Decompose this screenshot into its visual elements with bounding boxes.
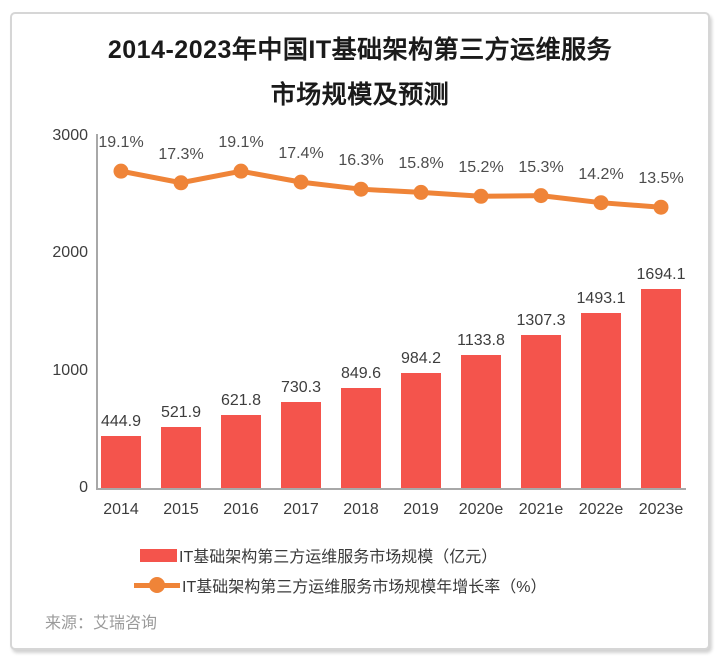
x-axis-line — [96, 488, 686, 490]
x-axis-label-2021e: 2021e — [518, 501, 564, 518]
bar-value-label-2015: 521.9 — [160, 403, 202, 421]
growth-rate-label-2023e: 13.5% — [638, 170, 684, 188]
x-axis-label-2022e: 2022e — [578, 501, 624, 518]
bar-2020e — [461, 355, 501, 488]
line-swatch-dot — [149, 577, 165, 593]
data-point-2017 — [293, 174, 309, 190]
bar-value-label-2020e: 1133.8 — [457, 332, 505, 349]
bar-value-label-2014: 444.9 — [100, 412, 142, 430]
source-attribution: 来源：艾瑞咨询 — [45, 615, 158, 632]
data-point-2018 — [353, 181, 369, 197]
bar-value-label-2016: 621.8 — [220, 392, 262, 410]
y-axis-tick-label: 3000 — [52, 127, 88, 145]
chart-title-line1: 2014-2023年中国IT基础架构第三方运维服务 — [107, 36, 613, 64]
legend-item-market-size: IT基础架构第三方运维服务市场规模（亿元） — [140, 545, 498, 566]
legend-item-growth-rate: IT基础架构第三方运维服务市场规模年增长率（%） — [134, 575, 547, 596]
bar-series-swatch — [140, 548, 177, 562]
chart-title: 2014-2023年中国IT基础架构第三方运维服务 市场规模及预测 — [12, 28, 708, 118]
data-point-2019 — [413, 184, 429, 200]
data-point-2014 — [113, 163, 129, 179]
bar-2018 — [341, 388, 381, 488]
chart-card: 2014-2023年中国IT基础架构第三方运维服务 市场规模及预测 0 1000 2… — [10, 12, 710, 650]
bar-value-label-2022e: 1493.1 — [576, 289, 626, 307]
data-point-2022e — [593, 195, 609, 211]
data-point-2023e — [653, 199, 669, 215]
y-axis-tick-label: 2000 — [52, 244, 88, 262]
bar-2023e — [641, 289, 681, 488]
bar-value-label-2019: 984.2 — [400, 349, 442, 367]
x-axis-label-2023e: 2023e — [638, 501, 684, 518]
bar-value-label-2017: 730.3 — [280, 379, 322, 397]
growth-rate-label-2018: 16.3% — [338, 152, 384, 170]
line-series-label: IT基础架构第三方运维服务市场规模年增长率（%） — [182, 579, 547, 596]
growth-rate-label-2019: 15.8% — [398, 155, 444, 173]
plot-area: 0 1000 2000 3000 444.9 2014 19.1% 521.9 2015 17.3… — [12, 14, 708, 648]
x-axis-label-2020e: 2020e — [458, 501, 504, 518]
chart-title-line2: 市场规模及预测 — [270, 81, 450, 109]
bar-value-label-2023e: 1694.1 — [636, 266, 686, 284]
growth-rate-label-2014: 19.1% — [98, 134, 144, 152]
y-axis-tick-label: 0 — [79, 479, 88, 496]
bar-value-label-2018: 849.6 — [340, 365, 382, 383]
bar-2019 — [401, 372, 441, 488]
growth-rate-label-2015: 17.3% — [158, 145, 204, 163]
bar-series-label: IT基础架构第三方运维服务市场规模（亿元） — [179, 549, 498, 566]
y-axis-line — [96, 134, 98, 490]
data-point-2020e — [473, 188, 489, 204]
growth-rate-label-2016: 19.1% — [218, 134, 264, 152]
bar-2021e — [521, 334, 561, 488]
data-point-2015 — [173, 175, 189, 191]
x-axis-label-2014: 2014 — [103, 501, 139, 518]
bar-2022e — [581, 312, 621, 488]
x-axis-label-2017: 2017 — [283, 501, 319, 518]
x-axis-label-2019: 2019 — [403, 501, 439, 518]
data-point-2016 — [233, 163, 249, 179]
bar-value-label-2021e: 1307.3 — [516, 311, 566, 329]
x-axis-label-2016: 2016 — [223, 501, 259, 518]
bar-2017 — [281, 402, 321, 488]
bar-2014 — [101, 435, 141, 488]
data-point-2021e — [533, 188, 549, 204]
growth-rate-label-2017: 17.4% — [278, 145, 324, 163]
y-axis-tick-label: 1000 — [52, 361, 88, 379]
x-axis-label-2015: 2015 — [163, 501, 199, 518]
bar-2015 — [161, 426, 201, 488]
line-series-swatch — [134, 577, 180, 593]
x-axis-label-2018: 2018 — [343, 501, 379, 518]
bar-2016 — [221, 415, 261, 488]
